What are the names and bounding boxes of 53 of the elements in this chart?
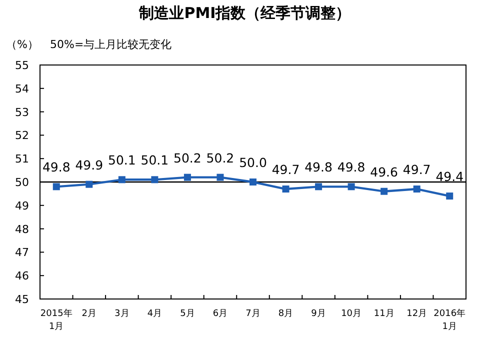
y-tick-label: 55 [15,59,29,72]
y-tick-label: 51 [15,152,29,166]
data-label: 50.0 [239,155,267,170]
point [282,186,290,193]
y-tick-label: 54 [15,82,29,96]
point [151,176,158,184]
data-label: 50.2 [206,150,234,166]
data-label: 49.6 [370,164,398,180]
point [380,188,388,195]
point [315,183,322,190]
y-tick-label: 49 [15,199,29,212]
x-tick-label: 4月 [147,309,162,319]
y-tick-label: 46 [15,270,29,283]
x-tick-label: 9月 [311,309,326,319]
point [348,183,355,190]
data-label: 49.8 [42,160,70,175]
x-tick-label: 11月 [374,309,394,319]
x-tick-label: 7月 [246,309,260,319]
point [184,174,191,181]
x-tick-label: 2015年 1月 [40,308,72,332]
data-label: 50.1 [140,152,169,168]
x-tick-label: 12月 [406,309,428,319]
data-label: 49.8 [337,160,366,175]
x-tick-label: 3月 [114,309,130,319]
y-tick-label: 53 [15,106,29,119]
data-label: 49.4 [436,169,464,184]
y-tick-label: 52 [15,129,29,142]
point [250,178,256,186]
point [216,174,224,181]
x-tick-label: 6月 [212,309,228,319]
x-tick-label: 8月 [278,309,294,319]
y-tick-label: 50 [15,176,29,189]
y-axis-title: （%） [6,38,38,51]
text: 50%=与上月比较无变化 [50,38,172,51]
data-label: 49.8 [304,160,332,175]
point [446,192,454,200]
data-label: 50.2 [174,150,202,166]
point [413,186,420,193]
chart-title: 制造业PMI指数（经季节调整） [138,4,351,22]
data-label: 49.7 [402,162,431,178]
data-label: 50.1 [108,152,136,168]
data-label: 49.7 [272,162,300,178]
x-tick-label: 2月 [82,309,97,319]
x-tick-label: 2016年 1月 [434,308,466,332]
point [52,183,60,190]
y-tick-label: 47 [15,246,29,260]
y-tick-label: 45 [15,293,29,306]
point [118,176,126,184]
point [86,180,93,188]
x-tick-label: 10月 [341,309,362,319]
data-label: 49.9 [75,157,104,172]
y-tick-label: 48 [15,222,29,236]
x-tick-label: 5月 [180,309,195,319]
